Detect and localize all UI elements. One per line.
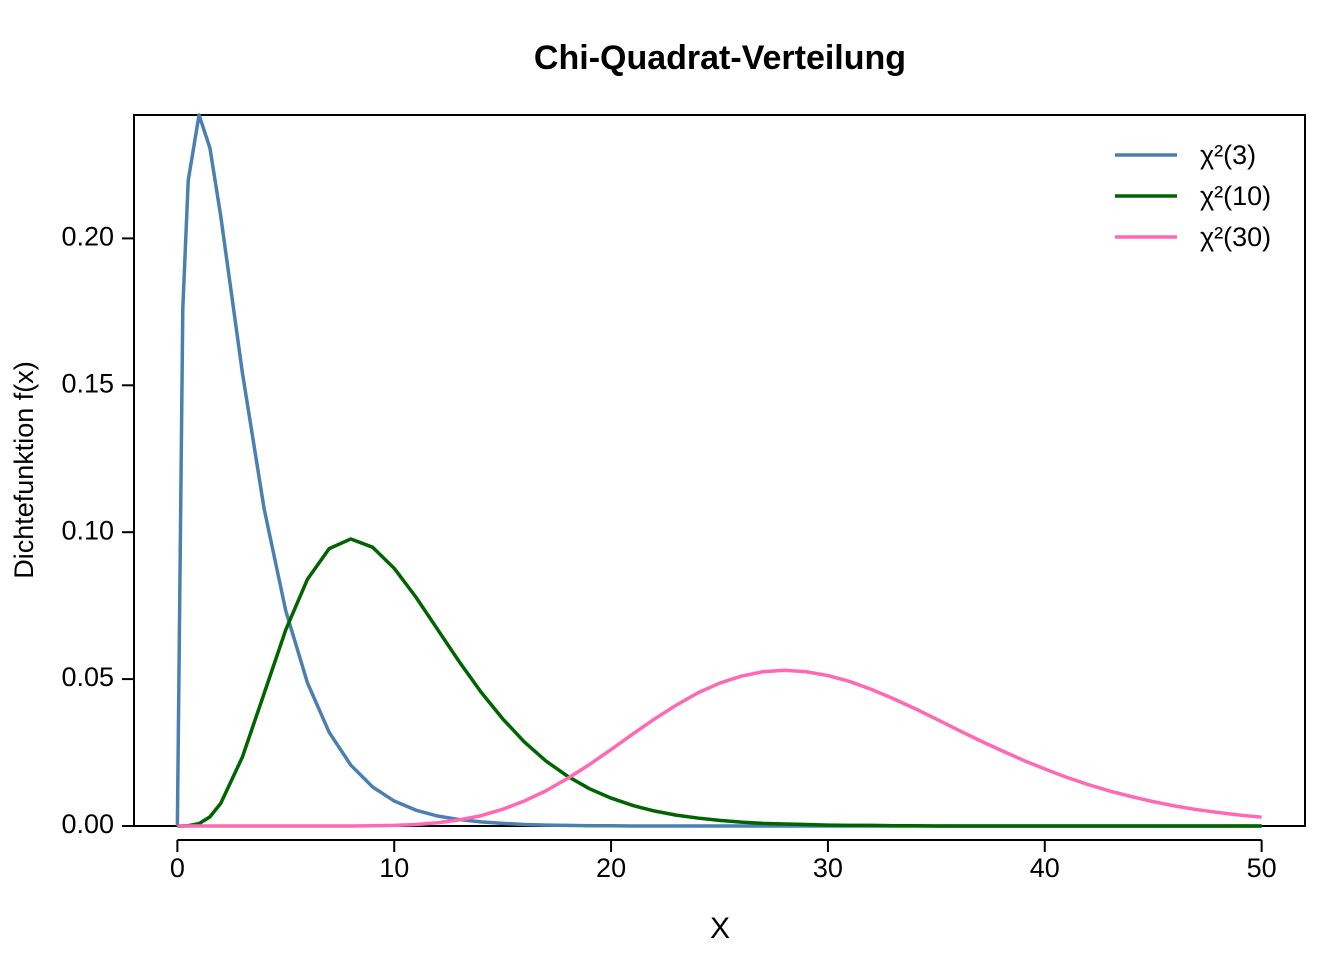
x-tick-label: 40 <box>1030 853 1060 883</box>
x-axis-label: X <box>710 912 730 945</box>
y-tick-label: 0.10 <box>61 515 114 545</box>
legend-label: χ²(3) <box>1200 140 1256 170</box>
y-tick-label: 0.05 <box>61 662 114 692</box>
y-tick-label: 0.15 <box>61 368 114 398</box>
series-line <box>177 537 1262 828</box>
x-tick-label: 0 <box>170 853 185 883</box>
x-tick-label: 20 <box>596 853 626 883</box>
x-tick-label: 30 <box>813 853 843 883</box>
legend-label: χ²(30) <box>1200 222 1271 252</box>
y-tick-label: 0.20 <box>61 222 114 252</box>
legend-label: χ²(10) <box>1200 181 1271 211</box>
series-line <box>177 668 1262 828</box>
plot-frame <box>133 114 1306 827</box>
y-axis-label: Dichtefunktion f(x) <box>9 361 39 579</box>
y-tick-label: 0.00 <box>61 809 114 839</box>
x-tick-label: 50 <box>1247 853 1277 883</box>
chart-title: Chi-Quadrat-Verteilung <box>534 39 906 77</box>
x-tick-label: 10 <box>379 853 409 883</box>
series-line <box>175 113 1262 828</box>
